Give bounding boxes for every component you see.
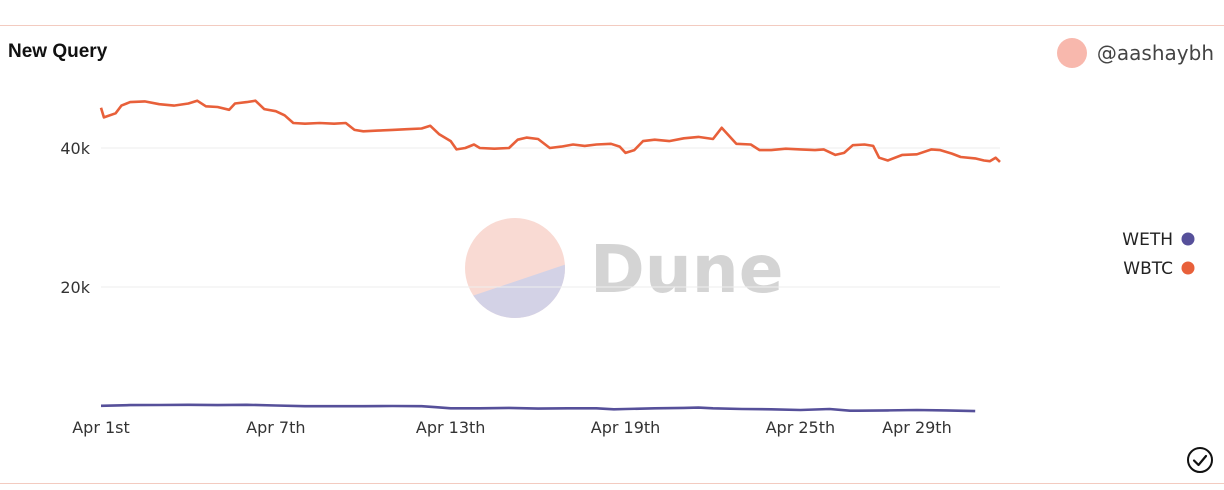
author-name[interactable]: @aashaybh [1096,41,1214,65]
x-tick-label: Apr 25th [766,418,836,437]
x-tick-label: Apr 1st [72,418,130,437]
chart-panel [0,25,1224,484]
dune-watermark: Dune [465,218,784,318]
watermark-text: Dune [590,231,784,308]
y-axis: 20k 40k [60,139,90,297]
x-tick-label: Apr 13th [416,418,486,437]
y-tick-label: 20k [60,278,90,297]
y-tick-label: 40k [60,139,90,158]
check-circle-icon[interactable] [1186,446,1214,479]
author-badge[interactable]: @aashaybh [1056,38,1214,68]
dune-logo-lower-half [465,263,565,318]
legend-swatch-wbtc[interactable] [1181,261,1195,275]
avatar[interactable] [1056,38,1087,68]
x-tick-label: Apr 7th [246,418,305,437]
x-axis: Apr 1st Apr 7th Apr 13th Apr 19th Apr 25th Ap… [72,418,952,437]
page-title: New Query [8,41,108,62]
series-line-weth[interactable] [100,403,976,413]
x-tick-label: Apr 19th [591,418,661,437]
series-lines [99,99,1001,413]
legend-swatch-weth[interactable] [1181,232,1195,246]
x-tick-label: Apr 29th [882,418,952,437]
legend-label-weth[interactable]: WETH [1122,230,1173,250]
series-line-wbtc[interactable] [99,99,1001,163]
legend: WETH WBTC [1122,230,1195,279]
legend-label-wbtc[interactable]: WBTC [1123,259,1173,279]
